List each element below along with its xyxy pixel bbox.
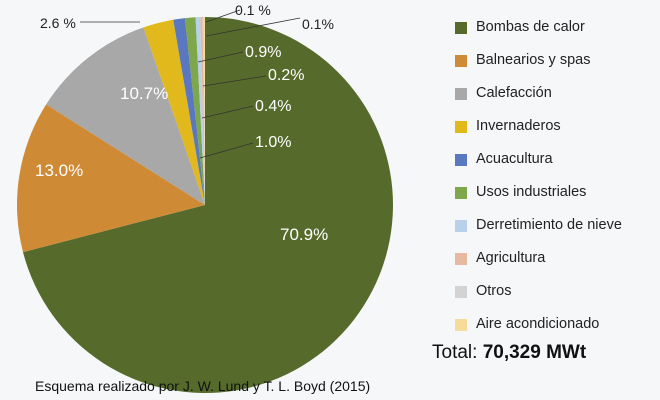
total-value: 70,329 MWt <box>482 342 587 363</box>
legend-swatch <box>455 121 467 133</box>
legend-swatch <box>455 286 467 298</box>
legend: Bombas de calor Balnearios y spas Calefacc… <box>455 10 622 340</box>
legend-swatch <box>455 220 467 232</box>
legend-item: Agricultura <box>455 241 622 274</box>
legend-label: Derretimiento de nieve <box>476 216 622 233</box>
data-label: 1.0% <box>255 134 291 151</box>
legend-swatch <box>455 319 467 331</box>
legend-item: Derretimiento de nieve <box>455 208 622 241</box>
data-label: 0.4% <box>255 98 291 115</box>
legend-label: Invernaderos <box>476 117 561 134</box>
legend-label: Bombas de calor <box>476 18 585 35</box>
legend-swatch <box>455 55 467 67</box>
legend-item: Bombas de calor <box>455 10 622 43</box>
pie-slice-aire-acondicionado <box>203 17 205 205</box>
leader-line <box>205 17 301 37</box>
data-label: 0.9% <box>245 44 281 61</box>
data-label: 70.9% <box>280 225 328 244</box>
legend-swatch <box>455 154 467 166</box>
leader-line <box>197 51 244 63</box>
legend-swatch <box>455 187 467 199</box>
pie-slice-calefacci-n <box>46 27 206 206</box>
data-label: 0.1 % <box>235 2 271 18</box>
leader-line <box>201 105 254 119</box>
legend-label: Otros <box>476 282 512 299</box>
legend-label: Balnearios y spas <box>476 51 591 68</box>
legend-item: Balnearios y spas <box>455 43 622 76</box>
leader-line <box>199 142 254 159</box>
total-label: Total: <box>432 342 478 363</box>
legend-label: Usos industriales <box>476 183 587 200</box>
pie-slice-agricultura <box>200 17 205 205</box>
legend-label: Aire acondicionado <box>476 315 600 332</box>
leader-line <box>202 75 267 87</box>
legend-label: Agricultura <box>476 249 546 266</box>
pie-slice-derretimiento-de-nieve <box>195 17 205 205</box>
legend-label: Calefacción <box>476 84 552 101</box>
legend-item: Invernaderos <box>455 109 622 142</box>
legend-swatch <box>455 88 467 100</box>
data-label: 10.7% <box>120 84 168 103</box>
caption: Esquema realizado por J. W. Lund y T. L.… <box>35 378 371 394</box>
pie-slice-invernaderos <box>143 19 205 205</box>
pie-slice-bombas-de-calor <box>22 17 394 394</box>
legend-item: Acuacultura <box>455 142 622 175</box>
legend-swatch <box>455 22 467 34</box>
pie-slice-otros <box>202 17 205 205</box>
pie-slice-balnearios-y-spas <box>16 104 205 253</box>
legend-item: Usos industriales <box>455 175 622 208</box>
legend-item: Otros <box>455 274 622 307</box>
data-label: 2.6 % <box>40 15 76 31</box>
pie-slice-usos-industriales <box>184 17 205 205</box>
legend-item: Aire acondicionado <box>455 307 622 340</box>
legend-label: Acuacultura <box>476 150 553 167</box>
legend-swatch <box>455 253 467 265</box>
data-label: 0.2% <box>268 67 304 84</box>
leader-line <box>205 9 241 23</box>
data-label: 0.1% <box>302 16 334 32</box>
total: Total: 70,329 MWt <box>432 342 586 364</box>
legend-item: Calefacción <box>455 76 622 109</box>
data-label: 13.0% <box>35 161 83 180</box>
pie-slice-acuacultura <box>173 18 205 206</box>
